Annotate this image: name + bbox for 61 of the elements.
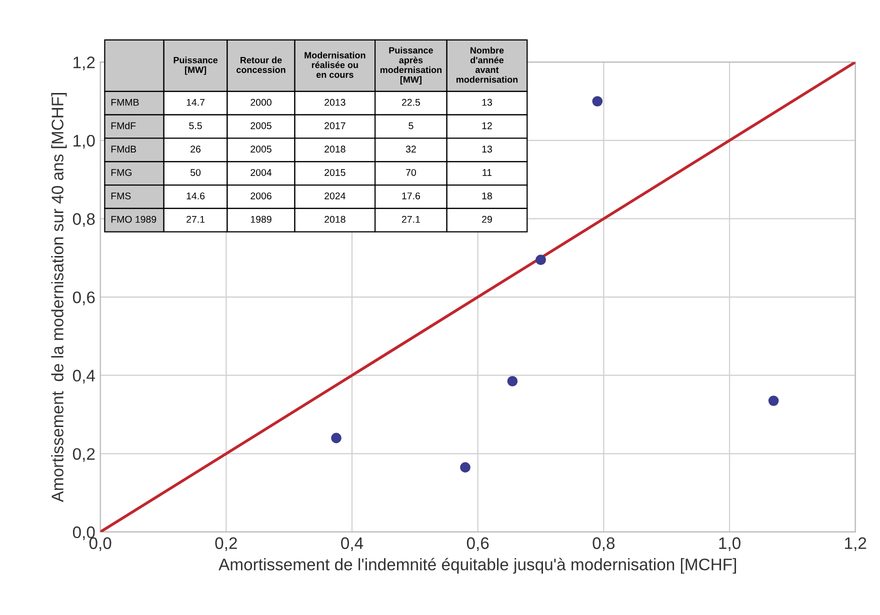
text: 2000 [250,98,272,106]
x-tick-label: 0,4 [341,537,364,552]
y-tick-label: 0,6 [72,291,95,306]
x-tick-label: 0,2 [215,537,237,552]
text: 32 [406,146,416,153]
text: 27.1 [186,216,205,223]
x-axis-title: Amortissement de l'indemnité équitable jusqu'à modernisation [MCHF] [218,558,736,574]
text: 5 [408,122,414,130]
category-label: FMMB [111,98,139,106]
point [768,396,779,406]
point [507,376,518,386]
text: 2013 [324,98,346,106]
point [331,432,342,444]
text: 2004 [250,169,272,176]
text: 2018 [324,216,346,223]
text: 70 [406,169,416,176]
category-label: Retour de concession [236,56,286,73]
category-label: FMdB [111,145,136,153]
text: 27.1 [402,216,420,223]
text: 2006 [250,192,272,200]
category-label: Nombre d'année avant modernisation [456,46,518,83]
y-tick-label: 1,0 [74,134,95,149]
text: 1989 [250,216,272,223]
text: 11 [482,169,492,176]
category-label: Puissance après modernisation [MW] [380,46,442,85]
text: 13 [482,146,492,153]
x-tick-label: 1,0 [719,537,740,552]
text: 2005 [250,146,272,153]
text: 14.6 [186,192,205,200]
text: 5.5 [189,122,202,130]
category-label: Modernisation réalisée ou en cours [304,52,366,78]
text: 22.5 [402,98,420,106]
text: 14.7 [186,98,205,106]
text: 2017 [324,122,346,130]
category-label: FMG [111,169,132,176]
text: 2005 [250,122,272,130]
category-label: FMdF [111,122,136,130]
x-tick-label: 1,2 [845,537,866,552]
text: 17.6 [402,192,420,200]
y-tick-label: 0,4 [72,370,95,384]
category-label: FMS [111,192,131,200]
text: 2015 [324,169,346,176]
text: 50 [190,169,201,176]
text: 13 [482,98,492,106]
category-label: FMO 1989 [111,216,156,223]
point [592,96,603,106]
y-tick-label: 1,2 [74,56,95,70]
text: 2024 [324,192,346,200]
text: 12 [482,122,492,130]
y-axis-title: Amortissement de la modernisation sur 40 ans [MCHF] [51,93,67,502]
point [460,462,470,473]
point [536,254,546,266]
text: 29 [482,216,492,223]
text: 2018 [324,146,346,153]
text: 26 [190,146,201,153]
x-tick-label: 0,8 [592,537,615,552]
text: 18 [482,192,492,200]
y-tick-label: 0,8 [72,213,95,227]
category-label: Puissance [MW] [174,56,218,75]
y-tick-label: 0,2 [72,448,95,462]
x-tick-label: 0,6 [466,537,489,552]
